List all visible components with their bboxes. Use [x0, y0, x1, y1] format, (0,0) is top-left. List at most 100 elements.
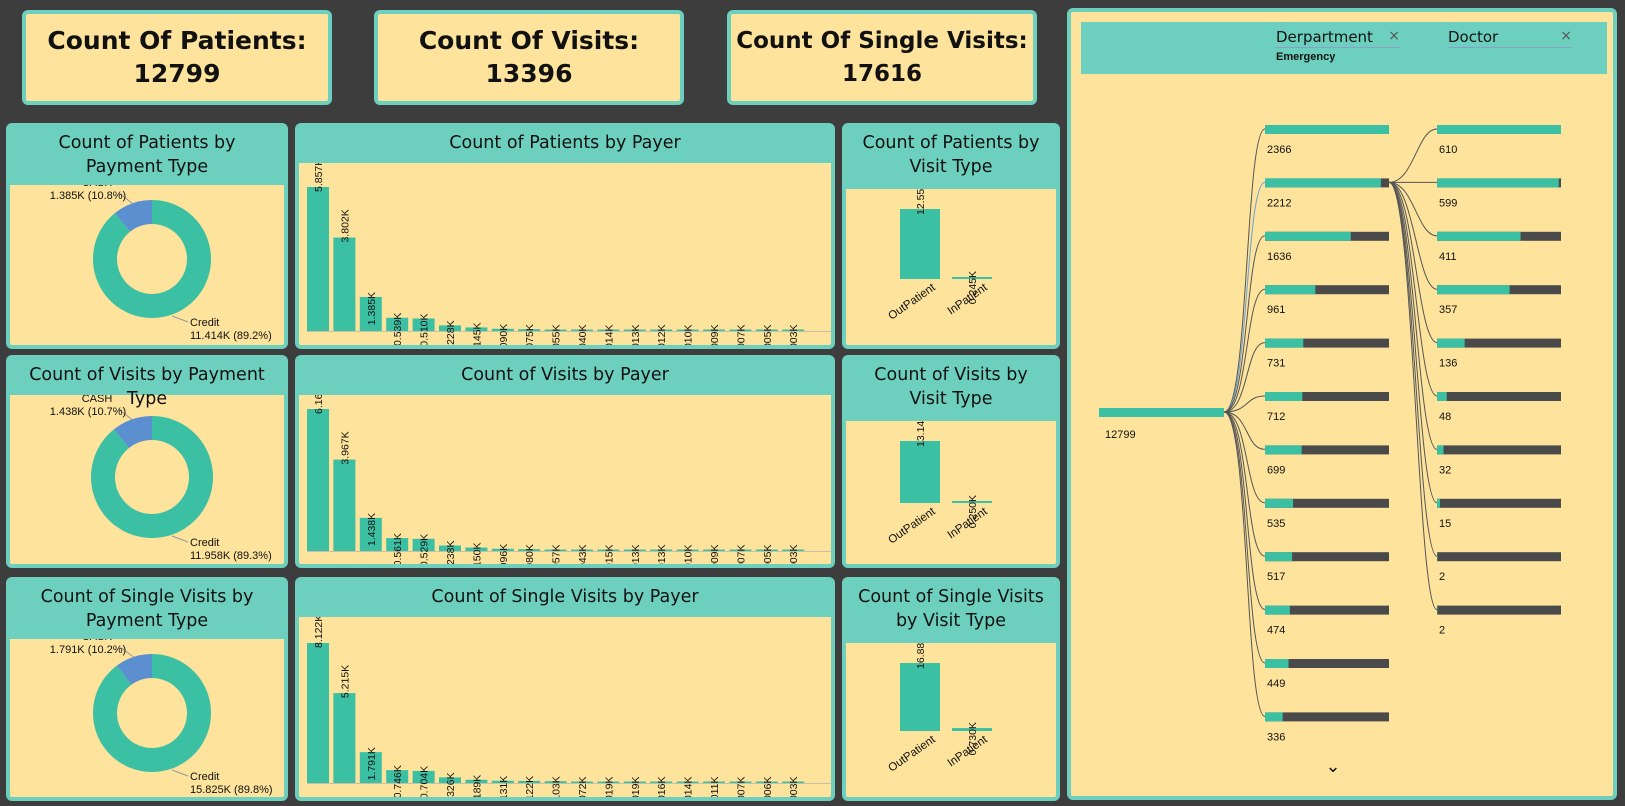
data-label: 0.043K: [577, 545, 589, 568]
root-bar: [1099, 408, 1224, 417]
tree-bar-fill: [1265, 392, 1303, 401]
tree-bar-fill: [1265, 445, 1302, 455]
tree-connector: [1388, 181, 1438, 504]
close-icon[interactable]: ×: [1560, 28, 1572, 44]
bar: [729, 781, 752, 783]
chart-title: Count of Single Visits by Visit Type: [846, 581, 1056, 643]
bar: [439, 325, 461, 331]
data-label: 8.122K: [313, 617, 325, 648]
tree-bar-track: [1437, 498, 1561, 508]
data-label: 0.003K: [788, 777, 800, 800]
data-label: 0.238K: [445, 541, 457, 567]
data-label: 0.014K: [603, 325, 615, 348]
tree-bar-track: [1437, 338, 1561, 348]
kpi-visits-value: 13396: [485, 58, 573, 88]
tree-bar-fill: [1265, 605, 1290, 615]
data-label: 6.162K: [313, 395, 325, 414]
tree-value-label: 48: [1439, 411, 1451, 423]
tree-connector: [1223, 411, 1266, 504]
bar: [518, 780, 541, 783]
tree-bar-track: [1265, 498, 1389, 508]
bar: [544, 329, 567, 331]
tree-bar-fill: [1265, 231, 1351, 241]
bar: [650, 329, 673, 331]
kpi-visits-title: Count Of Visits:: [418, 25, 640, 55]
tree-connector: [1223, 411, 1266, 717]
single-visits-payer-bar-chart: 8.122K 5.215K 1.791K 0.746K 0.704K 0.326K 0.18…: [307, 617, 831, 800]
bar: [439, 545, 461, 551]
bar: [333, 693, 356, 783]
tree-bar-fill: [1265, 338, 1304, 348]
chart-title: Count of Patients by Visit Type: [846, 127, 1056, 189]
data-label: 0.326K: [445, 772, 457, 799]
root-value-label: 12799: [1105, 429, 1136, 441]
data-label: 0.122K: [524, 776, 536, 799]
donut-leader-line: [171, 315, 189, 323]
donut-leader-line: [118, 193, 133, 204]
bar: [571, 329, 593, 331]
data-label: 0.007K: [735, 325, 747, 348]
bar: [544, 781, 567, 783]
kpi-single-visits-title: Count Of Single Visits:: [736, 27, 1028, 54]
bar: [703, 329, 725, 331]
bar: [307, 187, 329, 331]
tree-connector: [1388, 181, 1438, 397]
data-label: 0.019K: [603, 777, 615, 800]
tree-bar-fill: [1437, 445, 1444, 455]
bar: [900, 663, 940, 731]
bar: [359, 517, 382, 551]
data-label: 0.009K: [709, 325, 721, 348]
data-label: 3.967K: [339, 431, 351, 464]
bar: [439, 777, 461, 783]
data-label: 0.096K: [498, 544, 510, 567]
bar: [952, 501, 992, 503]
donut-slice-credit: [93, 654, 211, 772]
tree-value-label: 610: [1439, 144, 1457, 156]
tree-value-label: 449: [1267, 678, 1285, 690]
tree-value-label: 517: [1267, 571, 1285, 583]
data-label: 0.040K: [577, 325, 589, 348]
bar: [900, 441, 940, 503]
patients-by-payment-type-panel: Count of Patients by Payment Type CASH1.…: [6, 123, 288, 349]
bar: [571, 781, 593, 783]
data-label: 5.857K: [313, 163, 325, 192]
tree-value-label: 15: [1439, 518, 1451, 530]
chart-title: Count of Single Visits by Payer: [299, 581, 831, 617]
bar: [782, 781, 805, 783]
data-label: 12.554K: [915, 189, 927, 215]
donut-label-name: Credit: [190, 771, 219, 783]
donut-slice-cash: [114, 200, 152, 232]
level-doctor[interactable]: Doctor ×: [1448, 28, 1572, 48]
donut-label-value: 1.791K (10.2%): [50, 644, 126, 656]
data-label: 0.011K: [709, 777, 721, 800]
bar: [729, 549, 752, 551]
level-department[interactable]: Derpartment × Emergency: [1276, 28, 1400, 63]
data-label: 0.019K: [630, 777, 642, 800]
data-label: 5.215K: [339, 665, 351, 698]
data-label: 0.014K: [683, 777, 695, 800]
data-label: 0.704K: [419, 766, 431, 799]
donut-label-name: Credit: [190, 317, 219, 329]
data-label: 16.886K: [915, 643, 927, 669]
bar: [755, 549, 778, 551]
data-label: 0.010K: [683, 545, 695, 568]
tree-bar-track: [1265, 712, 1389, 722]
visits-by-visit-type-panel: Count of Visits by Visit Type 13.146K Out…: [842, 355, 1060, 568]
tree-value-label: 2366: [1267, 144, 1291, 156]
level-name: Doctor: [1448, 28, 1572, 48]
close-icon[interactable]: ×: [1388, 28, 1400, 44]
tree-value-label: 411: [1439, 251, 1457, 263]
bar: [544, 549, 567, 551]
decomposition-tree-panel: Derpartment × Emergency Doctor × 12799 23…: [1067, 8, 1617, 800]
chevron-down-icon: ⌄: [1325, 756, 1340, 776]
data-label: 0.012K: [656, 325, 668, 348]
bar: [465, 547, 488, 551]
data-label: 0.250K: [967, 495, 979, 528]
decomposition-tree: 12799 2366 2212 1636 961 731 712 699 535 517 474 44…: [1099, 125, 1561, 776]
bar: [900, 209, 940, 279]
donut-label-value: 1.385K (10.8%): [50, 190, 126, 202]
tree-value-label: 535: [1267, 518, 1285, 530]
decomposition-header: Derpartment × Emergency Doctor ×: [1081, 22, 1607, 74]
bar: [703, 549, 725, 551]
